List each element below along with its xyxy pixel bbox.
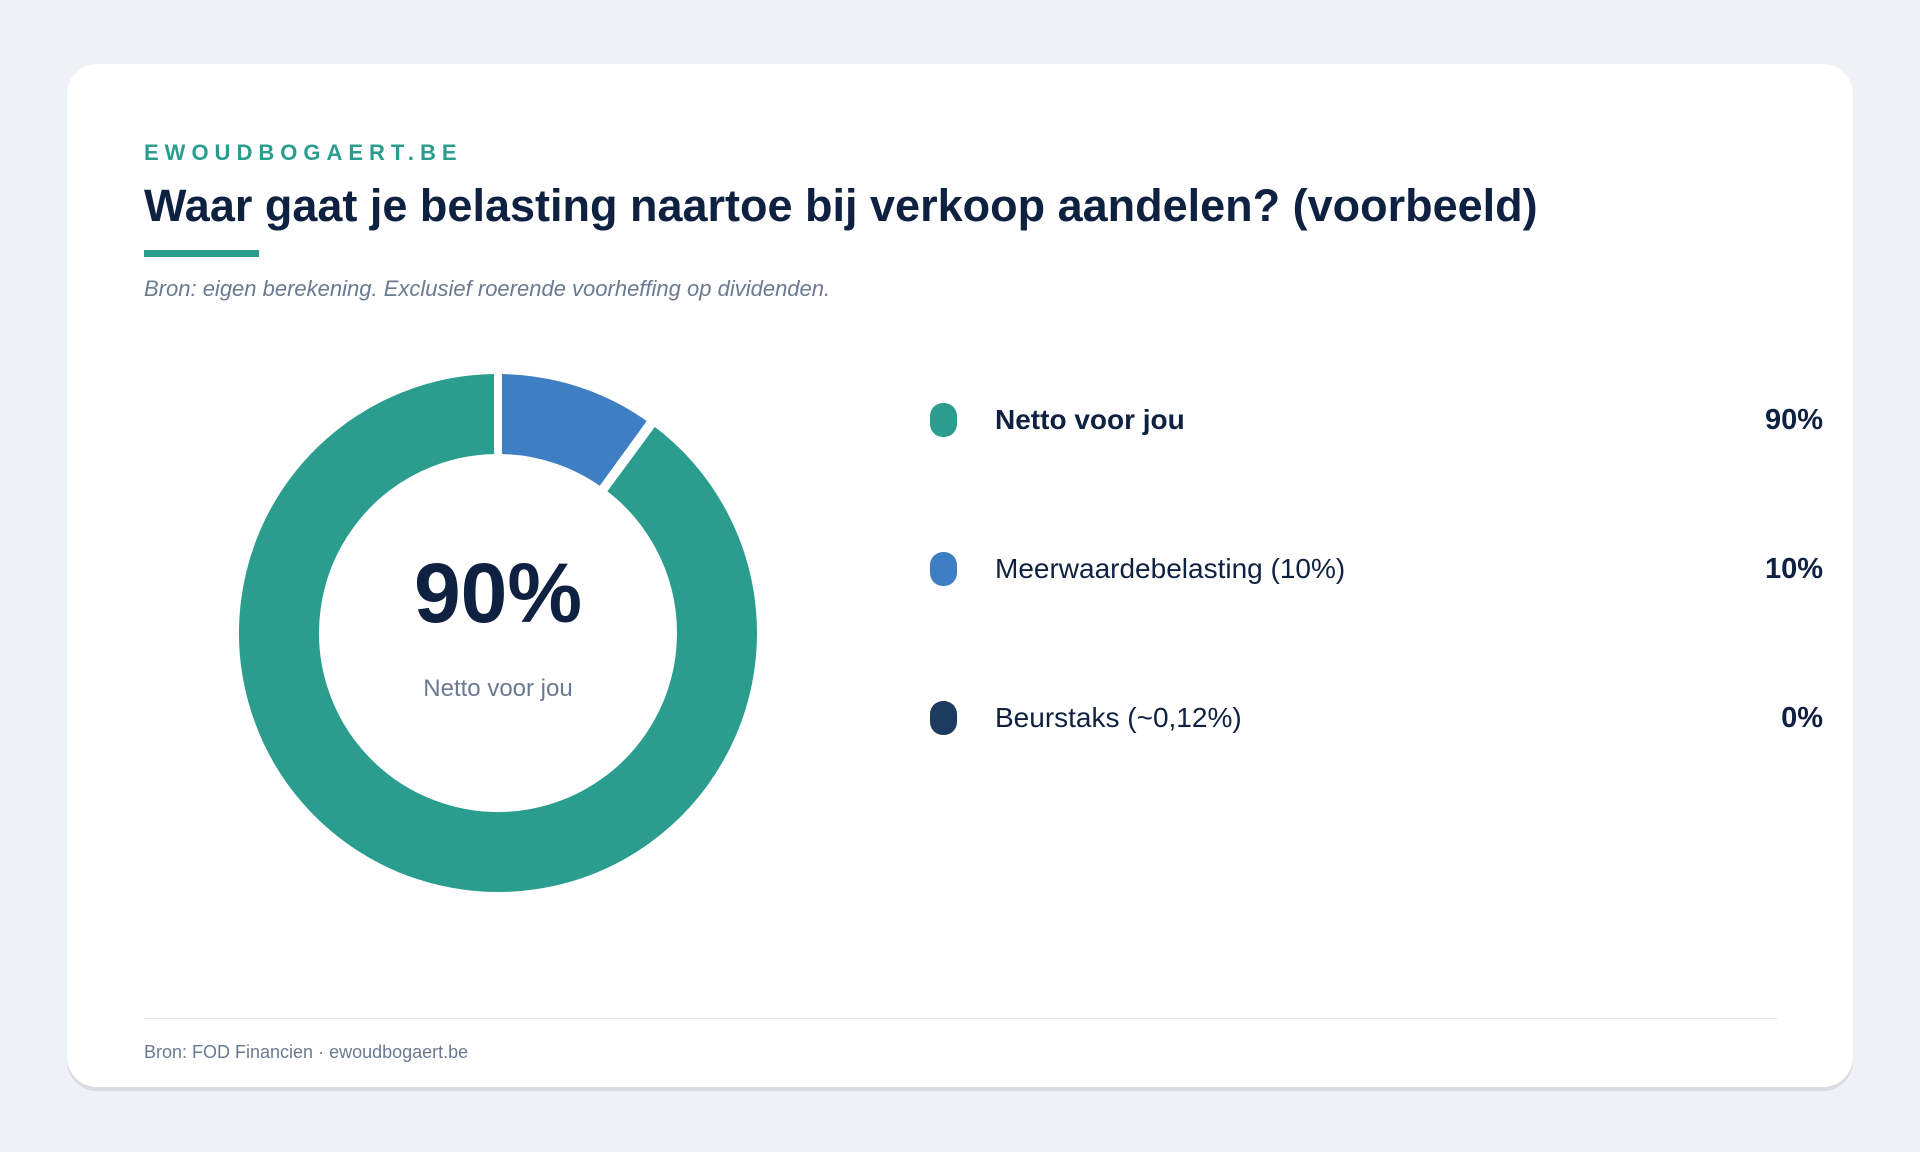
brand-label: EWOUDBOGAERT.BE xyxy=(144,140,463,165)
donut-slice xyxy=(231,365,765,900)
center-label: Netto voor jou xyxy=(423,675,573,702)
subtitle: Bron: eigen berekening. Exclusief roeren… xyxy=(144,276,831,301)
page-title: Waar gaat je belasting naartoe bij verko… xyxy=(144,180,1538,231)
legend-value: 90% xyxy=(1764,404,1823,436)
legend-swatch xyxy=(930,701,957,735)
legend-value: 0% xyxy=(1781,702,1823,734)
legend-label: Beurstaks (~0,12%) xyxy=(995,702,1242,733)
legend-item: Netto voor jou 90% xyxy=(930,400,1823,440)
legend-swatch xyxy=(930,403,957,437)
legend-swatch xyxy=(930,552,957,586)
legend-label: Meerwaardebelasting (10%) xyxy=(995,553,1346,584)
chart-card xyxy=(67,64,1853,1087)
legend-item: Meerwaardebelasting (10%) 10% xyxy=(930,549,1823,589)
center-value: 90% xyxy=(413,546,583,640)
footer-divider xyxy=(144,1018,1777,1019)
legend-item: Beurstaks (~0,12%) 0% xyxy=(930,698,1823,738)
footer-source: Bron: FOD Financien · ewoudbogaert.be xyxy=(144,1042,469,1062)
legend-value: 10% xyxy=(1764,553,1823,585)
legend-label: Netto voor jou xyxy=(995,404,1185,435)
title-underline xyxy=(144,250,259,257)
